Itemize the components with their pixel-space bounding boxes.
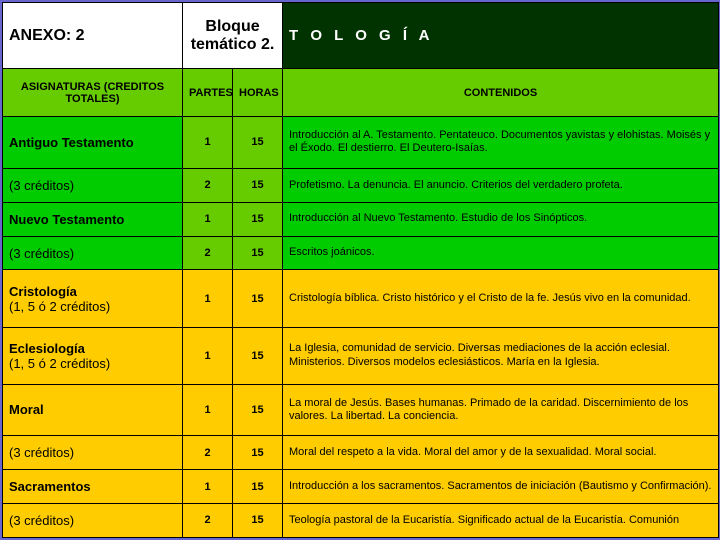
cell-hora: 15 xyxy=(233,503,283,537)
cell-contenido: Introducción a los sacramentos. Sacramen… xyxy=(283,470,719,504)
cell-asignatura: (3 créditos) xyxy=(3,436,183,470)
cell-contenido: Introducción al Nuevo Testamento. Estudi… xyxy=(283,202,719,236)
cell-hora: 15 xyxy=(233,384,283,435)
cell-parte: 2 xyxy=(183,436,233,470)
cell-asignatura: Antiguo Testamento xyxy=(3,117,183,168)
col-asignaturas: ASIGNATURAS (CREDITOS TOTALES) xyxy=(3,69,183,117)
cell-contenido: Teología pastoral de la Eucaristía. Sign… xyxy=(283,503,719,537)
cell-hora: 15 xyxy=(233,327,283,384)
table-row: Cristología(1, 5 ó 2 créditos)115Cristol… xyxy=(3,270,719,327)
cell-parte: 1 xyxy=(183,270,233,327)
table-row: Sacramentos115Introducción a los sacrame… xyxy=(3,470,719,504)
cell-contenido: La Iglesia, comunidad de servicio. Diver… xyxy=(283,327,719,384)
cell-contenido: Introducción al A. Testamento. Pentateuc… xyxy=(283,117,719,168)
header-anexo: ANEXO: 2 xyxy=(3,3,183,69)
col-contenidos: CONTENIDOS xyxy=(283,69,719,117)
cell-contenido: La moral de Jesús. Bases humanas. Primad… xyxy=(283,384,719,435)
cell-hora: 15 xyxy=(233,168,283,202)
table-row: Moral115La moral de Jesús. Bases humanas… xyxy=(3,384,719,435)
curriculum-table: ANEXO: 2 Bloque temático 2. T O L O G Í … xyxy=(2,2,719,538)
cell-parte: 2 xyxy=(183,168,233,202)
cell-asignatura: Moral xyxy=(3,384,183,435)
table-row: Eclesiología(1, 5 ó 2 créditos)115La Igl… xyxy=(3,327,719,384)
cell-hora: 15 xyxy=(233,202,283,236)
cell-parte: 1 xyxy=(183,327,233,384)
header-row: ANEXO: 2 Bloque temático 2. T O L O G Í … xyxy=(3,3,719,69)
cell-contenido: Cristología bíblica. Cristo histórico y … xyxy=(283,270,719,327)
cell-hora: 15 xyxy=(233,270,283,327)
header-tologia: T O L O G Í A xyxy=(283,3,719,69)
cell-contenido: Moral del respeto a la vida. Moral del a… xyxy=(283,436,719,470)
column-headers-row: ASIGNATURAS (CREDITOS TOTALES) PARTES HO… xyxy=(3,69,719,117)
cell-asignatura: Sacramentos xyxy=(3,470,183,504)
cell-contenido: Escritos joánicos. xyxy=(283,236,719,270)
cell-hora: 15 xyxy=(233,470,283,504)
cell-parte: 2 xyxy=(183,236,233,270)
cell-parte: 1 xyxy=(183,117,233,168)
cell-contenido: Profetismo. La denuncia. El anuncio. Cri… xyxy=(283,168,719,202)
cell-asignatura: Eclesiología(1, 5 ó 2 créditos) xyxy=(3,327,183,384)
cell-parte: 1 xyxy=(183,384,233,435)
cell-asignatura: Nuevo Testamento xyxy=(3,202,183,236)
table-row: (3 créditos)215Moral del respeto a la vi… xyxy=(3,436,719,470)
cell-asignatura: (3 créditos) xyxy=(3,168,183,202)
table-row: (3 créditos)215Profetismo. La denuncia. … xyxy=(3,168,719,202)
col-horas: HORAS xyxy=(233,69,283,117)
table-row: (3 créditos)215Escritos joánicos. xyxy=(3,236,719,270)
header-bloque: Bloque temático 2. xyxy=(183,3,283,69)
cell-parte: 1 xyxy=(183,470,233,504)
cell-parte: 1 xyxy=(183,202,233,236)
table-row: Nuevo Testamento115Introducción al Nuevo… xyxy=(3,202,719,236)
cell-parte: 2 xyxy=(183,503,233,537)
cell-hora: 15 xyxy=(233,436,283,470)
table-row: Antiguo Testamento115Introducción al A. … xyxy=(3,117,719,168)
col-partes: PARTES xyxy=(183,69,233,117)
cell-hora: 15 xyxy=(233,236,283,270)
cell-hora: 15 xyxy=(233,117,283,168)
cell-asignatura: (3 créditos) xyxy=(3,236,183,270)
table-row: (3 créditos)215Teología pastoral de la E… xyxy=(3,503,719,537)
cell-asignatura: Cristología(1, 5 ó 2 créditos) xyxy=(3,270,183,327)
cell-asignatura: (3 créditos) xyxy=(3,503,183,537)
